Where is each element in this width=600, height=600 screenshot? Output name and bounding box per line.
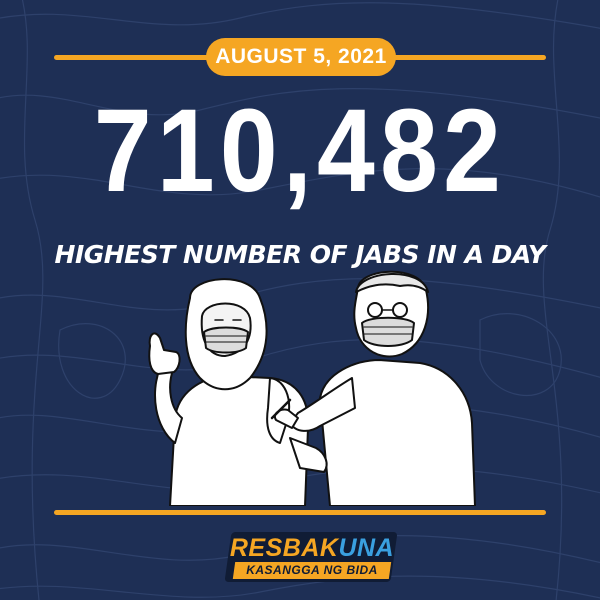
logo-tagline: KASANGGA NG BIDA <box>246 563 378 577</box>
patient-figure <box>148 278 310 506</box>
logo-brand-part2: UNA <box>338 534 395 562</box>
date-badge: AUGUST 5, 2021 <box>206 38 396 76</box>
healthcare-worker-figure <box>270 270 476 506</box>
logo-brand-part1: RESBAK <box>229 534 339 562</box>
vaccination-illustration <box>148 270 476 506</box>
bottom-orange-rule <box>54 510 546 515</box>
resbakuna-logo: RESBAKUNA KASANGGA NG BIDA <box>222 528 402 584</box>
headline-subtitle: HIGHEST NUMBER OF JABS IN A DAY <box>54 240 546 269</box>
jab-count: 710,482 <box>93 85 507 217</box>
logo-brand-text: RESBAKUNA <box>222 535 402 561</box>
